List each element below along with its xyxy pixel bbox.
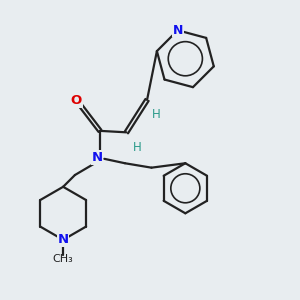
Text: N: N <box>58 233 69 246</box>
Text: H: H <box>132 141 141 154</box>
Text: N: N <box>172 24 183 37</box>
Text: N: N <box>92 151 103 164</box>
Text: O: O <box>71 94 82 107</box>
Text: H: H <box>152 108 160 121</box>
Text: CH₃: CH₃ <box>53 254 74 264</box>
